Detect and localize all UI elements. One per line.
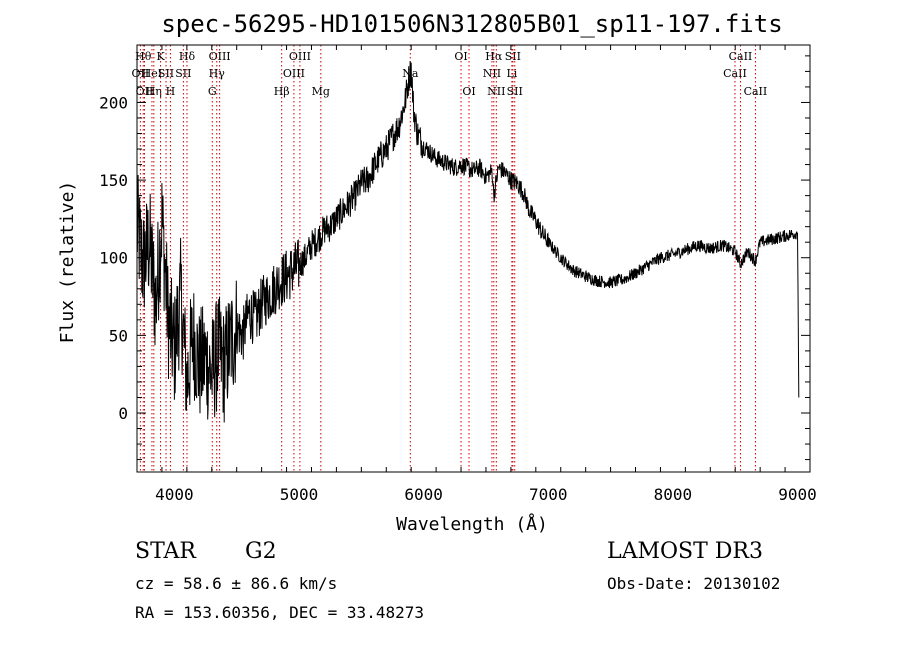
spectral-line-label: OIII xyxy=(283,67,305,80)
spectral-line-label: OIII xyxy=(209,50,231,63)
y-tick-label: 200 xyxy=(99,93,128,112)
x-tick-label: 9000 xyxy=(778,485,817,504)
spectral-line-label: OI xyxy=(454,50,467,63)
plot-frame xyxy=(136,44,811,473)
spectral-line-label: G xyxy=(208,85,217,98)
spectral-line-label: Hβ xyxy=(274,85,290,98)
x-tick-label: 4000 xyxy=(155,485,194,504)
spectral-line-label: Hη xyxy=(146,85,162,98)
x-tick-label: 8000 xyxy=(654,485,693,504)
spectral-line-label: CaII xyxy=(729,50,753,63)
survey-name: LAMOST DR3 xyxy=(607,539,763,564)
spectral-line-label: Hα xyxy=(485,50,503,63)
spectral-line-label: Hδ xyxy=(179,50,196,63)
spectral-line-label: NII xyxy=(483,67,501,80)
spectral-line-label: SII xyxy=(507,85,523,98)
spectral-line-label: Hθ xyxy=(135,50,152,63)
spectral-line-label: K xyxy=(156,50,165,63)
spectral-line-label: Hγ xyxy=(209,67,226,80)
spectral-line-label: CaII xyxy=(723,67,747,80)
spectral-line-label: HeI xyxy=(142,67,162,80)
x-axis-label: Wavelength (Å) xyxy=(396,513,548,535)
coordinates: RA = 153.60356, DEC = 33.48273 xyxy=(135,603,424,622)
flux-series-line xyxy=(136,61,800,423)
y-tick-label: 100 xyxy=(99,249,128,268)
spectral-line-label: H xyxy=(166,85,176,98)
spectral-line-label: SII xyxy=(158,67,174,80)
spectral-line-label: NII xyxy=(487,85,505,98)
y-tick-label: 150 xyxy=(99,171,128,190)
object-subclass: G2 xyxy=(245,539,277,564)
x-tick-label: 7000 xyxy=(529,485,568,504)
redshift-text: cz = 58.6 ± 86.6 km/s xyxy=(135,574,338,593)
chart-title: spec-56295-HD101506N312805B01_sp11-197.f… xyxy=(161,10,782,38)
y-tick-label: 50 xyxy=(109,326,128,345)
spectral-line-label: Li xyxy=(506,67,517,80)
spectral-line-label: OIII xyxy=(289,50,311,63)
spectral-line-label: OI xyxy=(462,85,475,98)
object-class: STAR xyxy=(135,539,196,564)
obs-date: Obs-Date: 20130102 xyxy=(607,574,781,593)
spectral-line-label: OII xyxy=(136,85,154,98)
spectral-line-label: SII xyxy=(175,67,191,80)
x-tick-label: 5000 xyxy=(280,485,319,504)
x-tick-label: 6000 xyxy=(404,485,443,504)
spectral-line-label: Mg xyxy=(312,85,330,98)
y-axis-label: Flux (relative) xyxy=(57,181,78,344)
spectral-line-label: SII xyxy=(505,50,521,63)
y-tick-label: 0 xyxy=(118,404,128,423)
spectral-line-label: CaII xyxy=(744,85,768,98)
